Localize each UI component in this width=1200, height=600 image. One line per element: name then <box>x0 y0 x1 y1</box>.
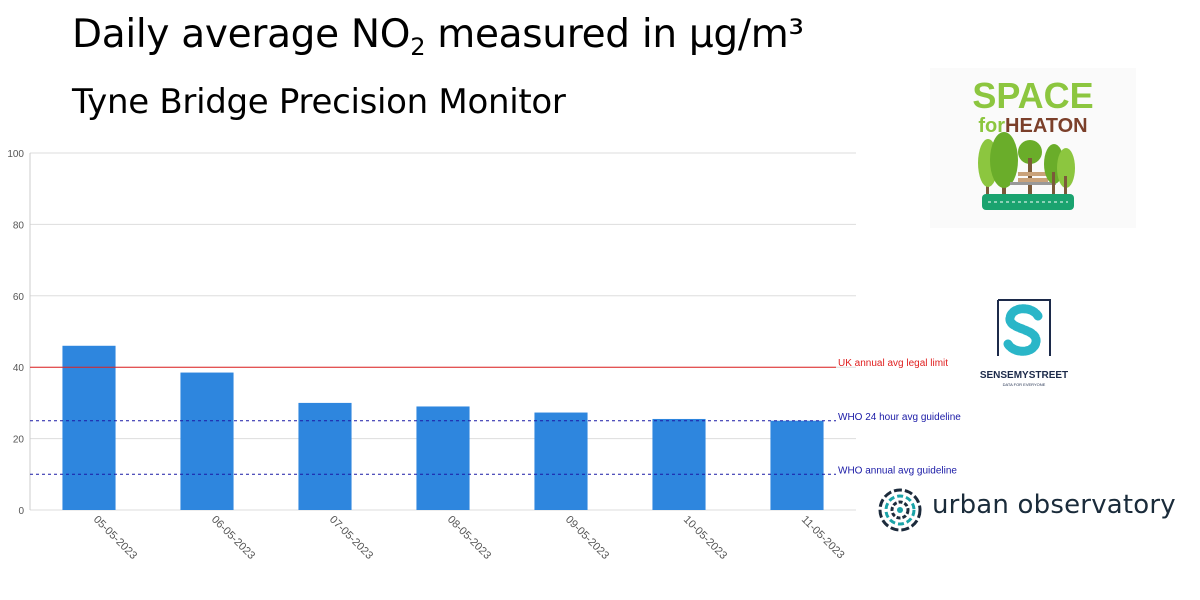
reference-line-label: UK annual avg legal limit <box>838 358 948 369</box>
for-logo-text: for <box>978 115 1005 137</box>
urban-observatory-logo: urban observatory <box>876 484 1176 536</box>
heaton-logo-text: HEATON <box>1005 115 1088 137</box>
space-logo-text: SPACE <box>972 75 1093 116</box>
urban-observatory-name: urban observatory <box>932 490 1176 520</box>
x-tick-label: 10-05-2023 <box>681 514 729 562</box>
y-tick-label: 100 <box>7 149 24 160</box>
x-tick-label: 11-05-2023 <box>799 514 847 562</box>
sms-tagline: DATA FOR EVERYONE <box>1003 382 1046 387</box>
title-rest: measured in µg/m³ <box>425 12 804 57</box>
reference-line-label: WHO annual avg guideline <box>838 465 957 476</box>
observatory-icon <box>878 488 922 532</box>
s-letter-icon <box>1003 304 1043 356</box>
y-tick-label: 60 <box>13 292 25 303</box>
reference-line-label: WHO 24 hour avg guideline <box>838 412 961 423</box>
y-tick-label: 40 <box>13 363 25 374</box>
svg-text:forHEATON: forHEATON <box>978 115 1087 137</box>
y-tick-label: 0 <box>18 506 24 517</box>
x-tick-label: 05-05-2023 <box>91 514 139 562</box>
bar <box>180 372 234 510</box>
bar <box>62 345 116 510</box>
y-tick-label: 80 <box>13 220 25 231</box>
y-tick-label: 20 <box>13 435 25 446</box>
title-main: Daily average NO <box>72 12 411 57</box>
bar <box>534 412 588 510</box>
bar <box>416 406 470 510</box>
trees-illustration <box>978 132 1075 194</box>
bar <box>652 418 706 510</box>
title-subscript: 2 <box>410 33 426 61</box>
x-tick-label: 09-05-2023 <box>563 514 611 562</box>
chart-subtitle: Tyne Bridge Precision Monitor <box>72 82 566 122</box>
chart-title: Daily average NO2 measured in µg/m³ <box>72 12 804 61</box>
sense-my-street-logo: SENSEMYSTREET DATA FOR EVERYONE <box>976 296 1076 388</box>
bar <box>770 420 824 510</box>
space-for-heaton-logo: SPACE forHEATON <box>930 68 1136 228</box>
x-tick-label: 08-05-2023 <box>445 514 493 562</box>
sms-name: SENSEMYSTREET <box>980 370 1068 381</box>
x-tick-label: 07-05-2023 <box>327 514 375 562</box>
x-tick-label: 06-05-2023 <box>209 514 257 562</box>
bar <box>298 402 352 510</box>
path-strip <box>982 194 1074 210</box>
